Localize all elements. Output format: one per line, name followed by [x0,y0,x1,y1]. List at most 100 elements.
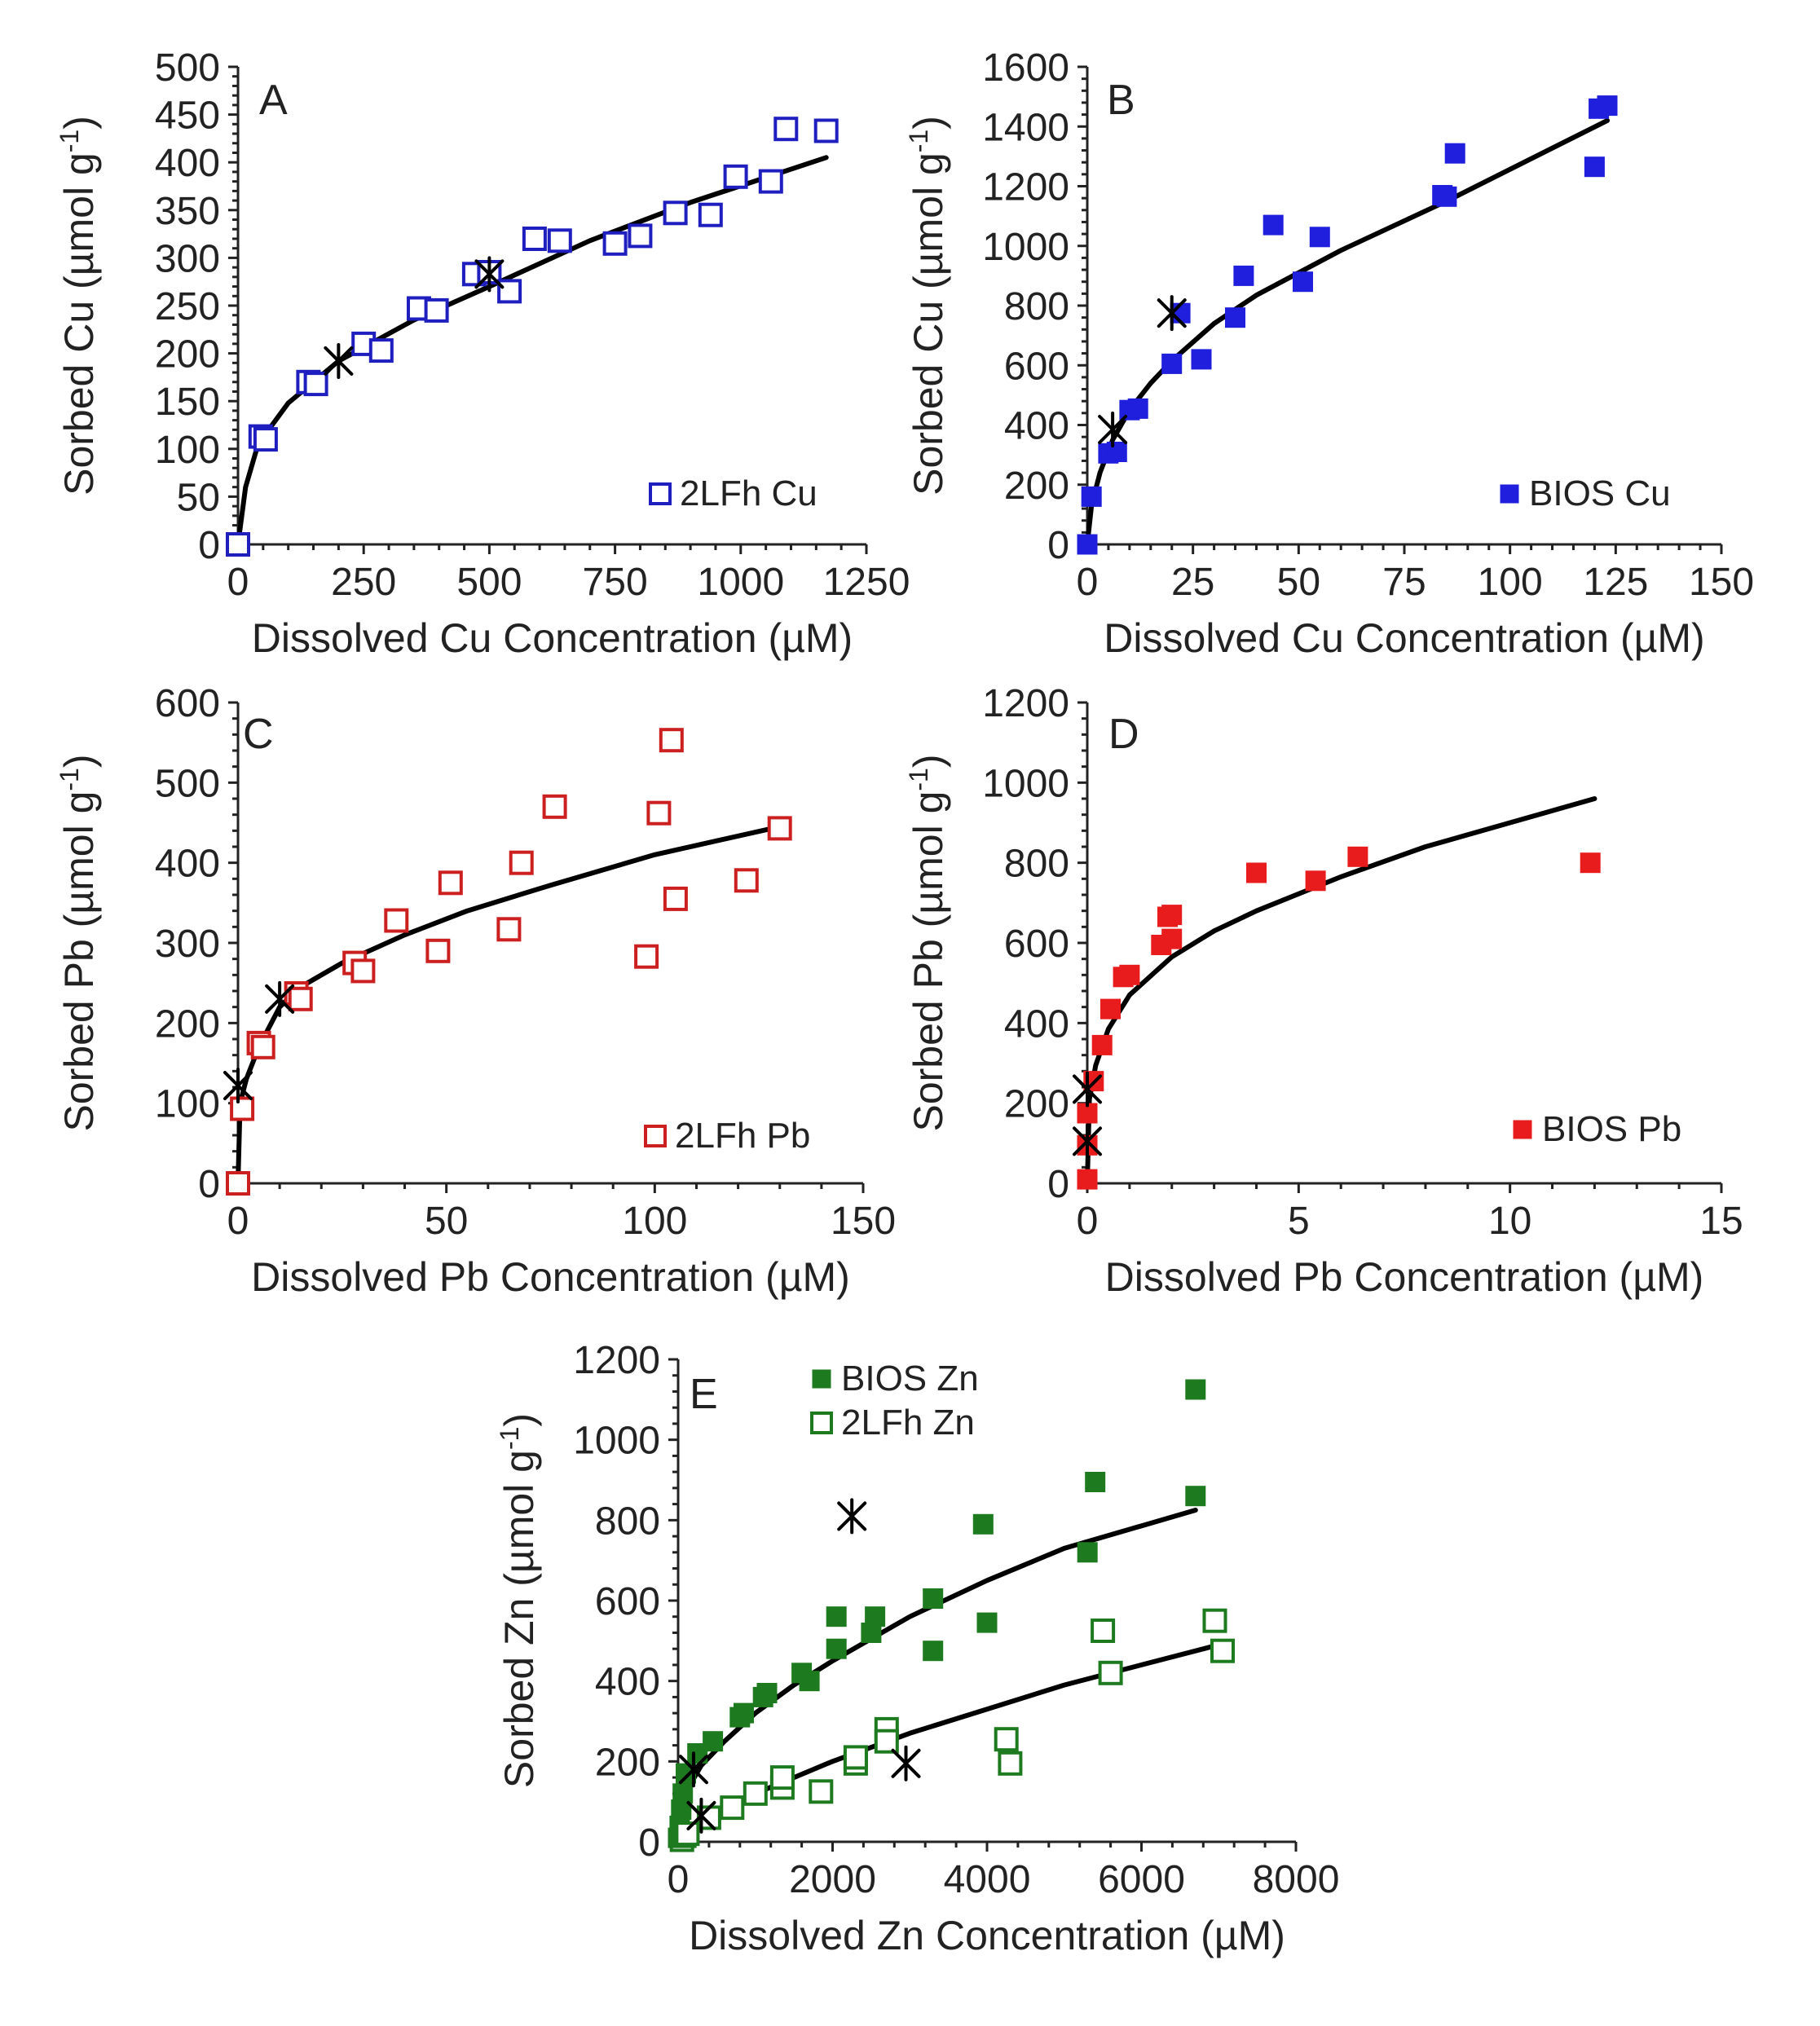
y-tick-label: 0 [638,1821,660,1865]
legend-label: 2LFh Cu [680,473,817,513]
data-point [1436,186,1457,207]
data-point [1225,307,1245,328]
data-point [634,944,659,969]
y-tick-label: 1200 [982,682,1069,725]
panel-letter: D [1108,711,1139,758]
y-tick-label: 600 [1004,345,1069,388]
data-point [1185,1486,1206,1507]
panel-a-cu-2lfh: 0 250 500 750 1000 12500501001502002503003504… [55,46,910,661]
fit-curve [1085,796,1597,1186]
x-tick-label: 1000 [697,561,784,604]
data-point [424,297,449,323]
data-point [923,1588,944,1609]
panel-b-cu-bios: 0 25 50 75 100 125 150 0 200 400 600 800 1000 1200 140… [904,46,1754,661]
x-tick-label: 500 [456,561,522,604]
x-tick-label: 8000 [1253,1858,1340,1901]
panel-letter: C [243,711,274,758]
data-point [874,1729,899,1754]
data-point [1246,862,1267,883]
data-point [843,1745,868,1770]
x-tick-label: 50 [1277,561,1320,604]
legend-marker [810,1412,833,1434]
legend-marker [644,1125,667,1147]
data-point [368,338,394,363]
legend-marker [812,1369,831,1389]
data-point [628,223,653,249]
legend-label: BIOS Zn [841,1359,979,1398]
x-tick-label: 1250 [823,561,910,604]
y-tick-label: 1000 [982,226,1069,269]
legend-marker [1500,484,1519,504]
x-tick-label: 0 [227,1200,249,1243]
data-point [723,164,748,189]
y-tick-label: 1200 [982,166,1069,209]
x-tick-label: 6000 [1098,1858,1185,1901]
data-point [865,1606,886,1627]
data-point [1580,852,1601,874]
x-tick-label: 750 [583,561,648,604]
x-tick-label: 25 [1171,561,1214,604]
x-tick-label: 2000 [789,1858,876,1901]
data-point [1161,928,1183,949]
data-point [1263,214,1284,236]
legend-entry: BIOS Pb [1513,1109,1681,1149]
y-tick-label: 100 [155,1083,220,1126]
data-point [659,728,684,753]
x-tick-label: 50 [425,1200,468,1243]
data-point [1444,143,1465,164]
data-point [646,800,672,826]
x-tick-label: 125 [1583,561,1648,604]
data-point [1077,534,1098,555]
y-tick-label: 350 [155,190,220,233]
data-point [703,1731,724,1752]
data-point [1293,271,1313,293]
data-point [998,1751,1023,1776]
y-tick-label: 400 [155,843,220,886]
data-point [547,228,572,253]
data-point [663,200,688,226]
y-tick-label: 500 [155,46,220,90]
x-tick-label: 150 [831,1200,896,1243]
data-point [350,958,376,984]
data-point [1347,846,1368,867]
data-point [976,1612,998,1633]
y-tick-label: 150 [155,381,220,424]
data-point [1077,1542,1098,1563]
data-point [1202,1608,1227,1633]
data-point [813,118,839,143]
y-tick-label: 200 [1004,465,1069,508]
data-point [1085,1472,1106,1492]
y-axis-title: Sorbed Pb (µmol g-1) [55,754,102,1131]
y-axis-title: Sorbed Cu (µmol g-1) [55,116,102,495]
fit-curve [236,824,782,1186]
data-point [438,870,463,896]
panel-d-pb-bios: 0 5 10 15 0 200 400 600 800 1000 1200 Dissolved Pb … [904,682,1743,1300]
data-point [675,1821,700,1847]
data-point [250,1034,275,1059]
data-point [226,1171,250,1196]
y-tick-label: 800 [595,1500,660,1543]
x-axis-title: Dissolved Zn Concentration (µM) [689,1913,1285,1958]
data-point [663,886,688,911]
data-point [734,1702,754,1724]
panel-letter: B [1107,77,1135,124]
legend-entry: BIOS Zn [812,1359,979,1398]
data-point [809,1779,834,1804]
legend-entry: 2LFh Cu [649,473,817,513]
y-tick-label: 200 [155,1002,220,1046]
data-point [253,427,278,452]
data-point [1309,227,1330,248]
data-point [756,1683,778,1703]
data-point [923,1641,944,1662]
y-tick-label: 800 [1004,285,1069,328]
x-tick-label: 10 [1488,1200,1531,1243]
star-marker [1098,411,1128,447]
legend-label: BIOS Pb [1542,1109,1681,1149]
star-marker [837,1498,867,1535]
star-marker [223,1068,253,1104]
y-tick-label: 300 [155,237,220,280]
x-tick-label: 4000 [944,1858,1031,1901]
data-point [1127,398,1148,419]
x-axis-title: Dissolved Cu Concentration (µM) [252,615,853,661]
